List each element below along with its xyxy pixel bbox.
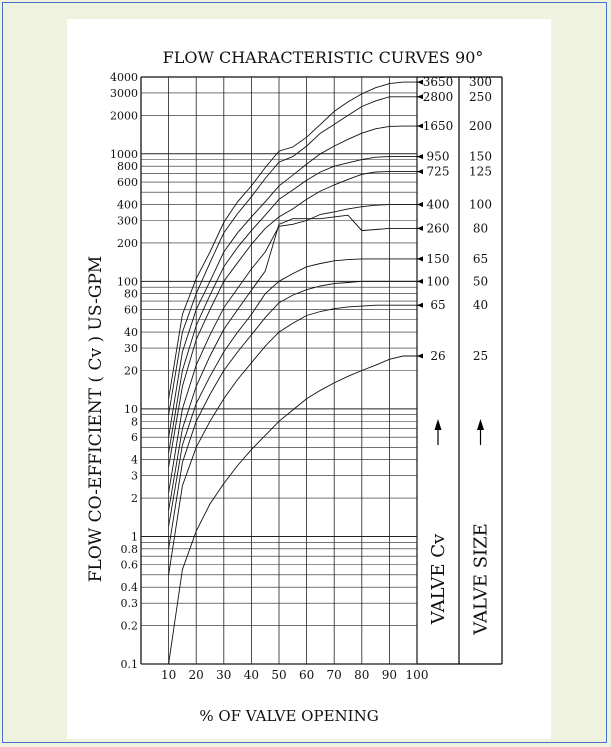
pointer-arrow <box>417 123 423 129</box>
series-line-40 <box>168 304 417 575</box>
series-line-65 <box>168 258 417 527</box>
valve-cv-value: 260 <box>427 221 450 235</box>
y-tick-label: 0.3 <box>121 597 139 610</box>
y-tick-label: 0.8 <box>121 543 139 556</box>
grid <box>140 76 503 665</box>
y-tick-label: 0.6 <box>121 559 139 572</box>
series-line-80 <box>168 214 417 511</box>
valve-cv-value: 725 <box>427 165 450 179</box>
y-tick-label: 2 <box>131 492 138 505</box>
up-arrow-head-1 <box>477 419 484 430</box>
valve-size-value: 65 <box>473 252 488 266</box>
valve-size-value: 25 <box>473 349 488 363</box>
valve-cv-value: 26 <box>430 349 445 363</box>
series-line-25 <box>168 355 417 665</box>
valve-cv-value: 150 <box>427 252 450 266</box>
y-tick-label: 300 <box>117 214 138 227</box>
valve-size-value: 300 <box>469 75 492 89</box>
chart-title: FLOW CHARACTERISTIC CURVES 90° <box>163 48 484 67</box>
valve-cv-column-label: VALVE Cv <box>428 533 449 625</box>
valve-size-value: 250 <box>469 90 492 104</box>
pointer-arrow <box>417 154 423 160</box>
up-arrow-head-0 <box>434 419 442 430</box>
valve-size-value: 150 <box>469 150 492 164</box>
valve-size-value: 80 <box>473 221 488 235</box>
curves <box>168 81 417 665</box>
valve-cv-value: 3650 <box>423 75 454 89</box>
x-tick-label: 50 <box>271 668 286 682</box>
y-tick-label: 10 <box>124 403 138 416</box>
series-line-100 <box>168 204 417 493</box>
right-columns: 3650 300 2800 250 1650 200 950 150 725 125 400 100 2… <box>417 75 492 636</box>
y-tick-label: 600 <box>117 176 138 189</box>
series-line-200 <box>168 125 417 438</box>
y-tick-label: 800 <box>117 160 138 173</box>
series-line-125 <box>168 171 417 468</box>
y-tick-label: 40 <box>124 326 138 339</box>
y-tick-label: 1 <box>131 530 138 543</box>
y-tick-label: 1000 <box>110 148 138 161</box>
pointer-arrow <box>417 278 423 284</box>
x-tick-label: 40 <box>244 668 259 682</box>
y-tick-label: 3000 <box>110 87 138 100</box>
x-tick-label: 10 <box>161 668 176 682</box>
y-tick-label: 60 <box>124 304 138 317</box>
x-tick-label: 20 <box>189 668 204 682</box>
valve-size-column-label: VALVE SIZE <box>471 523 492 636</box>
x-axis-label: % OF VALVE OPENING <box>199 707 378 725</box>
series-line-300 <box>168 81 417 399</box>
y-axis-label: FLOW CO-EFFICIENT ( Cv ) US-GPM <box>86 256 106 583</box>
series-line-150 <box>168 156 417 454</box>
pointer-arrow <box>417 353 423 359</box>
pointer-arrow <box>417 94 423 100</box>
y-tick-label: 8 <box>131 415 138 428</box>
y-tick-label: 4000 <box>110 71 138 84</box>
pointer-arrow <box>417 256 423 262</box>
valve-cv-value: 2800 <box>423 90 454 104</box>
flow-chart: 4000300020001000800600400300200100806040… <box>86 48 503 725</box>
y-tick-label: 100 <box>117 275 138 288</box>
y-tick-label: 2000 <box>110 109 138 122</box>
valve-size-value: 40 <box>473 298 488 312</box>
pointer-arrow <box>417 79 423 85</box>
x-tick-label: 70 <box>327 668 342 682</box>
x-tick-label: 100 <box>406 668 429 682</box>
chart-card: 4000 3000 2000 1000 800 600 400 300 200 100 80 60 40… <box>67 19 551 739</box>
series-line-50 <box>168 280 417 549</box>
valve-cv-value: 950 <box>427 150 450 164</box>
valve-size-value: 50 <box>473 274 488 288</box>
y-tick-label: 0.4 <box>121 581 139 594</box>
y-tick-label: 0.1 <box>121 658 139 671</box>
valve-cv-value: 100 <box>427 274 450 288</box>
y-tick-label: 200 <box>117 237 138 250</box>
pointer-arrow <box>417 225 423 231</box>
pointer-arrow <box>417 202 423 208</box>
ticks: 4000300020001000800600400300200100806040… <box>110 71 428 682</box>
x-tick-label: 80 <box>354 668 369 682</box>
y-tick-label: 6 <box>131 431 138 444</box>
pointer-arrow <box>417 302 423 308</box>
x-tick-label: 90 <box>382 668 397 682</box>
valve-size-value: 200 <box>469 119 492 133</box>
valve-cv-value: 65 <box>430 298 445 312</box>
valve-cv-value: 1650 <box>423 119 454 133</box>
valve-size-value: 100 <box>469 198 492 212</box>
y-tick-label: 3 <box>131 470 138 483</box>
y-tick-label: 4 <box>131 454 138 467</box>
y-tick-label: 0.2 <box>121 620 139 633</box>
x-tick-label: 30 <box>216 668 231 682</box>
x-tick-label: 60 <box>299 668 314 682</box>
valve-size-value: 125 <box>469 165 492 179</box>
y-tick-label: 30 <box>124 342 138 355</box>
y-tick-label: 20 <box>124 365 138 378</box>
y-tick-label: 80 <box>124 288 138 301</box>
series-line-250 <box>168 96 417 415</box>
valve-cv-value: 400 <box>427 198 450 212</box>
pointer-arrow <box>417 169 423 175</box>
y-tick-label: 400 <box>117 199 138 212</box>
